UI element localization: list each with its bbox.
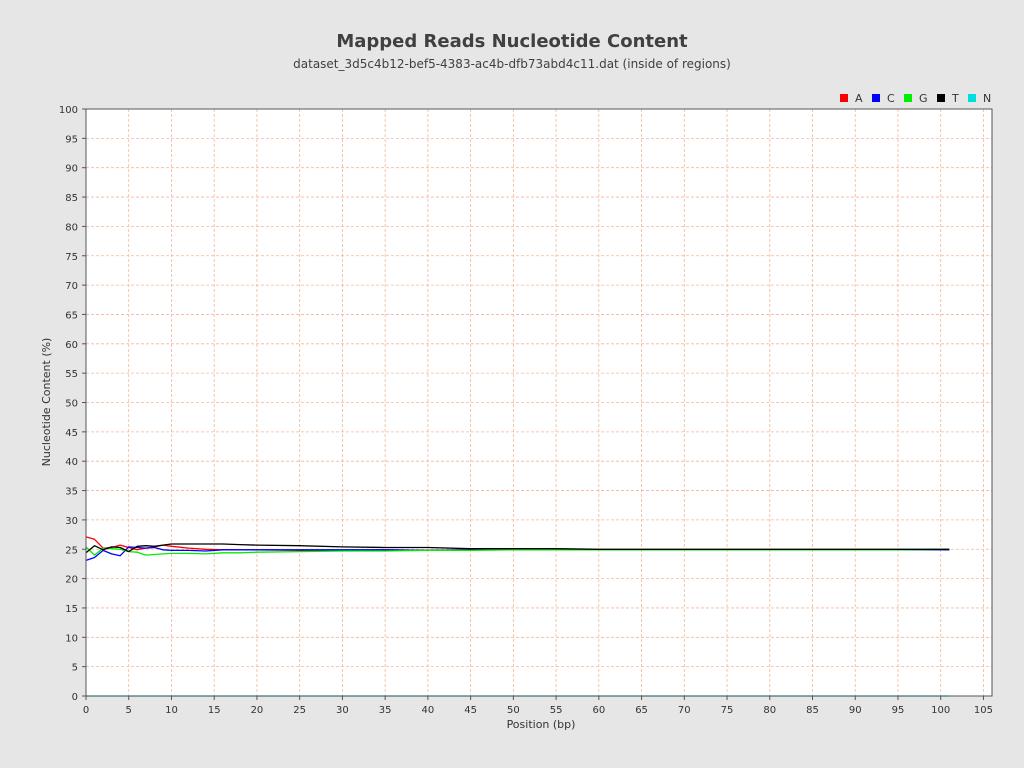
x-tick-label: 85 bbox=[806, 705, 819, 716]
y-tick-label: 80 bbox=[65, 222, 78, 233]
legend-swatch-g bbox=[904, 94, 912, 102]
x-tick-label: 95 bbox=[892, 705, 905, 716]
x-tick-label: 55 bbox=[550, 705, 563, 716]
y-tick-label: 35 bbox=[65, 487, 78, 498]
x-axis-ticks: 0 5 10 15 20 25 30 35 40 45 50 55 60 65 70 75 80 85 90 95 10… bbox=[83, 696, 993, 716]
x-tick-label: 0 bbox=[83, 705, 89, 716]
series-lines bbox=[85, 536, 950, 697]
axes bbox=[85, 108, 993, 697]
y-tick-label: 60 bbox=[65, 340, 78, 351]
y-tick-label: 30 bbox=[65, 516, 78, 527]
plot-background bbox=[86, 109, 992, 696]
x-tick-label: 15 bbox=[208, 705, 221, 716]
y-tick-label: 25 bbox=[65, 545, 78, 556]
grid bbox=[85, 108, 992, 697]
y-tick-label: 100 bbox=[59, 105, 78, 116]
series-line-a bbox=[85, 536, 950, 552]
y-axis-ticks: 0 5 10 15 20 25 30 35 40 45 50 55 60 65 70 75 80 85 90 95 10… bbox=[59, 105, 86, 703]
plot-frame bbox=[85, 108, 993, 697]
legend-swatch-n bbox=[968, 94, 976, 102]
x-tick-label: 5 bbox=[126, 705, 132, 716]
x-tick-label: 30 bbox=[336, 705, 349, 716]
legend-swatch-t bbox=[937, 94, 945, 102]
y-tick-label: 40 bbox=[65, 457, 78, 468]
series-line-g bbox=[85, 546, 950, 556]
x-tick-label: 105 bbox=[974, 705, 993, 716]
y-tick-label: 55 bbox=[65, 369, 78, 380]
legend-swatch-a bbox=[840, 94, 848, 102]
y-tick-label: 0 bbox=[72, 692, 78, 703]
legend-swatch-c bbox=[872, 94, 880, 102]
y-tick-label: 50 bbox=[65, 399, 78, 410]
x-tick-label: 65 bbox=[635, 705, 648, 716]
chart-title: Mapped Reads Nucleotide Content bbox=[336, 31, 688, 52]
y-tick-label: 85 bbox=[65, 193, 78, 204]
x-tick-label: 50 bbox=[507, 705, 520, 716]
plot-area bbox=[86, 109, 992, 696]
y-tick-label: 90 bbox=[65, 164, 78, 175]
chart-subtitle: dataset_3d5c4b12-bef5-4383-ac4b-dfb73abd… bbox=[293, 57, 731, 71]
series-line-c bbox=[85, 546, 950, 562]
legend-label-t: T bbox=[951, 92, 959, 105]
x-tick-label: 25 bbox=[293, 705, 306, 716]
x-tick-label: 20 bbox=[251, 705, 264, 716]
legend-label-n: N bbox=[983, 92, 991, 105]
x-tick-label: 45 bbox=[464, 705, 477, 716]
x-tick-label: 90 bbox=[849, 705, 862, 716]
x-axis-label: Position (bp) bbox=[507, 718, 576, 731]
x-tick-label: 70 bbox=[678, 705, 691, 716]
y-axis-label: Nucleotide Content (%) bbox=[40, 338, 53, 467]
x-tick-label: 40 bbox=[422, 705, 435, 716]
legend-label-c: C bbox=[887, 92, 895, 105]
x-tick-label: 10 bbox=[165, 705, 178, 716]
y-tick-label: 10 bbox=[65, 633, 78, 644]
legend-label-g: G bbox=[919, 92, 928, 105]
x-tick-label: 100 bbox=[931, 705, 950, 716]
series-line-t bbox=[85, 543, 950, 554]
y-tick-label: 95 bbox=[65, 134, 78, 145]
x-tick-label: 35 bbox=[379, 705, 392, 716]
x-tick-label: 75 bbox=[721, 705, 734, 716]
y-tick-label: 20 bbox=[65, 575, 78, 586]
y-tick-label: 75 bbox=[65, 252, 78, 263]
y-tick-label: 15 bbox=[65, 604, 78, 615]
y-tick-label: 5 bbox=[72, 663, 78, 674]
legend-label-a: A bbox=[855, 92, 863, 105]
x-tick-label: 80 bbox=[763, 705, 776, 716]
x-tick-label: 60 bbox=[592, 705, 605, 716]
y-tick-label: 45 bbox=[65, 428, 78, 439]
y-tick-label: 70 bbox=[65, 281, 78, 292]
y-tick-label: 65 bbox=[65, 310, 78, 321]
